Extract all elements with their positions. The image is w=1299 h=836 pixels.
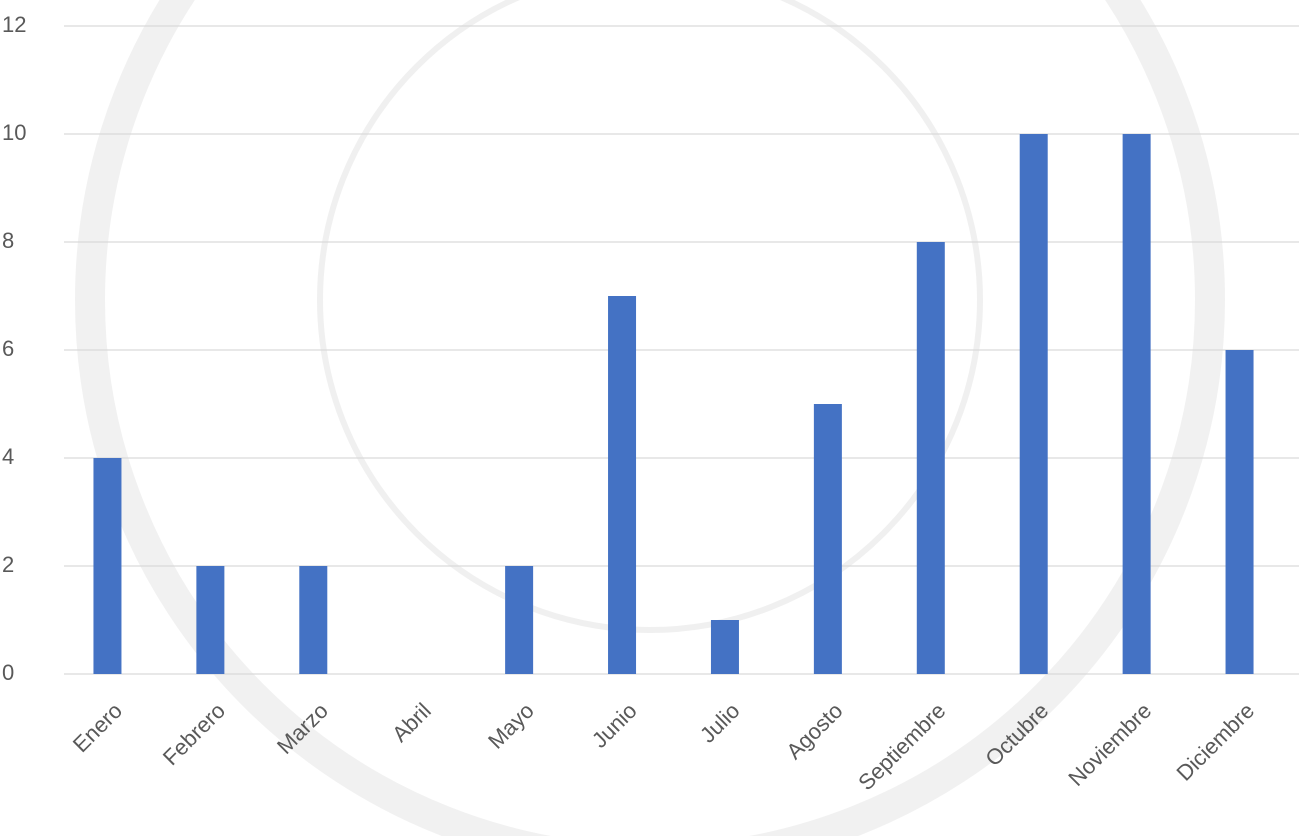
bar — [710, 620, 739, 674]
y-tick-label: 4 — [2, 444, 14, 469]
bar — [505, 566, 534, 674]
bar — [93, 458, 122, 674]
bar — [813, 404, 842, 674]
y-tick-label: 6 — [2, 336, 14, 361]
x-tick-label: Junio — [587, 698, 642, 753]
y-tick-label: 0 — [2, 660, 14, 685]
x-tick-label: Abril — [387, 698, 436, 747]
x-tick-label: Enero — [68, 698, 127, 757]
x-tick-label: Noviembre — [1063, 698, 1156, 791]
bar — [1225, 350, 1254, 674]
x-tick-label: Mayo — [483, 698, 539, 754]
bar — [1019, 134, 1048, 674]
bar — [916, 242, 945, 674]
y-tick-label: 2 — [2, 552, 14, 577]
watermark — [75, 0, 1225, 836]
bar — [196, 566, 225, 674]
bar — [608, 296, 637, 674]
x-tick-label: Diciembre — [1171, 698, 1259, 786]
x-tick-label: Julio — [695, 698, 745, 748]
x-tick-label: Agosto — [781, 698, 847, 764]
y-tick-label: 12 — [2, 12, 26, 37]
y-tick-label: 8 — [2, 228, 14, 253]
bar — [1122, 134, 1151, 674]
bar — [299, 566, 328, 674]
y-tick-label: 10 — [2, 120, 26, 145]
x-tick-label: Febrero — [158, 698, 230, 770]
